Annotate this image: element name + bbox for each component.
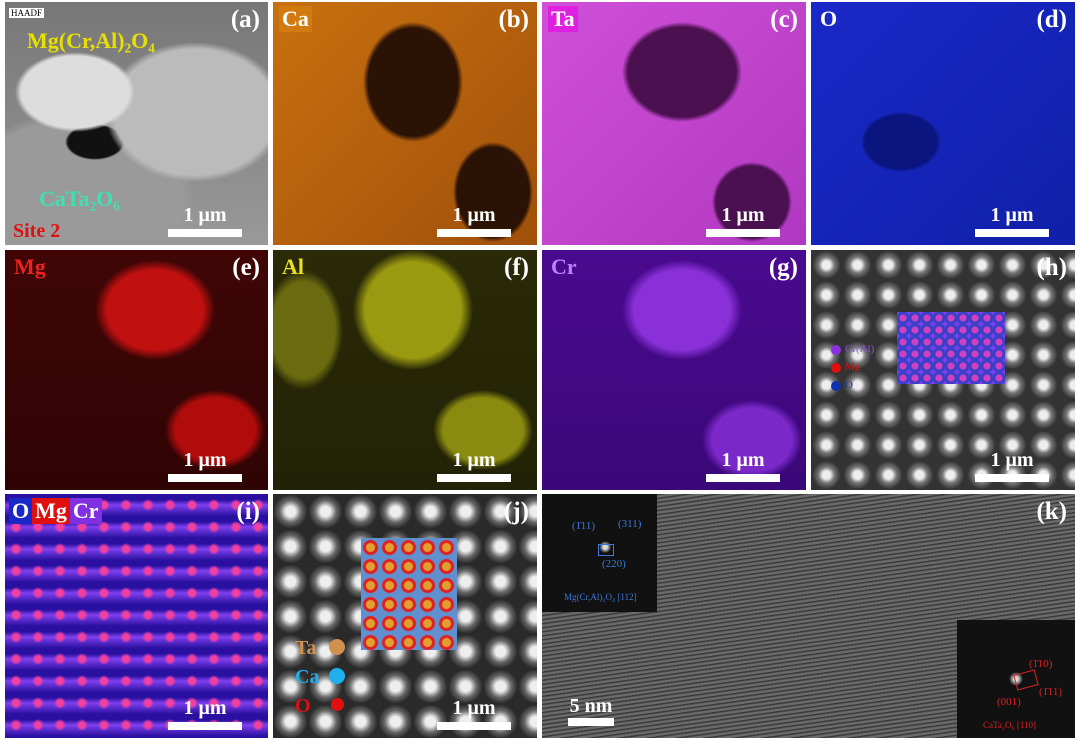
element-label: Ca — [279, 6, 312, 32]
panel-label: (a) — [230, 6, 260, 33]
spot-label: (1̄11) — [572, 520, 596, 532]
legend-marker — [831, 381, 841, 391]
panel-k: (1̄11) (311) (220) Mg(Cr,Al)₂O₄ [112] (1… — [542, 494, 1075, 738]
scale-bar — [168, 722, 242, 730]
panel-e: Mg (e) 1 μm — [5, 250, 268, 490]
legend-marker — [331, 698, 344, 711]
element-label: O — [9, 498, 33, 524]
scale-bar-label: 1 μm — [452, 697, 496, 719]
scale-bar — [437, 722, 511, 730]
phase-label: Mg(Cr,Al)₂O₄ — [27, 28, 155, 53]
scale-bar — [975, 229, 1049, 237]
scale-bar-label: 5 nm — [569, 695, 613, 717]
fft-inset: (1̄10) (1̄11) (001) CaTa₂O₆ [110] — [957, 620, 1075, 738]
spot-label: (1̄10) — [1029, 658, 1053, 670]
imaging-mode: HAADF — [9, 8, 45, 18]
panel-h: Cr(Al) Mg O (h) 1 μm — [811, 250, 1075, 490]
panel-j: Ta Ca O (j) 1 μm — [273, 494, 537, 738]
scale-bar-label: 1 μm — [721, 449, 765, 471]
legend-label: Ta — [295, 637, 317, 659]
fft-inset: (1̄11) (311) (220) Mg(Cr,Al)₂O₄ [112] — [542, 494, 657, 612]
scale-bar — [975, 474, 1049, 482]
inset-caption: Mg(Cr,Al)₂O₄ [112] — [564, 592, 637, 602]
unit-cell-box — [1013, 669, 1039, 691]
panel-label: (k) — [1036, 498, 1067, 525]
element-label: O — [820, 6, 838, 31]
panel-g: Cr (g) 1 μm — [542, 250, 806, 490]
structure-overlay — [361, 538, 457, 650]
legend-marker — [329, 668, 345, 684]
panel-c: Ta (c) 1 μm — [542, 2, 806, 245]
element-label: Mg — [32, 498, 70, 524]
legend: Ta Ca O — [295, 634, 319, 721]
scale-bar-label: 1 μm — [990, 449, 1034, 471]
legend-label: O — [295, 695, 311, 717]
scale-bar-label: 1 μm — [183, 449, 227, 471]
element-label: Al — [282, 254, 304, 279]
legend-marker — [831, 345, 841, 355]
panel-b: Ca (b) 1 μm — [273, 2, 537, 245]
spot-label: (220) — [602, 558, 626, 570]
scale-bar — [437, 474, 511, 482]
scale-bar-label: 1 μm — [990, 204, 1034, 226]
legend-marker — [329, 639, 345, 655]
legend-label: Ca — [295, 666, 320, 688]
scale-bar-label: 1 μm — [452, 449, 496, 471]
panel-label: (i) — [236, 498, 260, 525]
panel-label: (j) — [504, 498, 529, 525]
spot-label: (311) — [618, 518, 642, 530]
scale-bar-label: 1 μm — [183, 697, 227, 719]
panel-label: (h) — [1036, 254, 1067, 281]
scale-bar — [706, 229, 780, 237]
scale-bar-label: 1 μm — [452, 204, 496, 226]
spot-label: (1̄11) — [1039, 686, 1063, 698]
scale-bar — [568, 718, 614, 726]
panel-i: O Mg Cr (i) 1 μm — [5, 494, 268, 738]
panel-label: (e) — [232, 254, 260, 281]
panel-a: HAADF Mg(Cr,Al)₂O₄ CaTa₂O₆ Site 2 (a) 1 … — [5, 2, 268, 245]
unit-cell-box — [598, 544, 614, 556]
legend-label: Mg — [845, 361, 861, 373]
scale-bar — [168, 474, 242, 482]
scale-bar-label: 1 μm — [721, 204, 765, 226]
element-label: Cr — [69, 498, 102, 524]
element-label: Mg — [14, 254, 46, 279]
panel-d: O (d) 1 μm — [811, 2, 1075, 245]
panel-label: (b) — [498, 6, 529, 33]
legend-marker — [831, 363, 841, 373]
structure-overlay — [897, 312, 1005, 384]
element-labels: O Mg Cr — [9, 498, 102, 524]
site-label: Site 2 — [13, 220, 61, 242]
scale-bar — [706, 474, 780, 482]
panel-label: (c) — [770, 6, 798, 33]
panel-label: (f) — [504, 254, 529, 281]
legend-label: Cr(Al) — [845, 343, 875, 355]
panel-f: Al (f) 1 μm — [273, 250, 537, 490]
panel-label: (d) — [1036, 6, 1067, 33]
legend-label: O — [845, 379, 853, 391]
spot-label: (001) — [997, 696, 1021, 708]
inset-caption: CaTa₂O₆ [110] — [983, 720, 1037, 730]
scale-bar-label: 1 μm — [183, 204, 227, 226]
element-label: Ta — [548, 6, 578, 32]
panel-label: (g) — [768, 254, 798, 281]
element-label: Cr — [551, 254, 577, 279]
scale-bar — [437, 229, 511, 237]
scale-bar — [168, 229, 242, 237]
phase-label: CaTa₂O₆ — [39, 186, 120, 211]
